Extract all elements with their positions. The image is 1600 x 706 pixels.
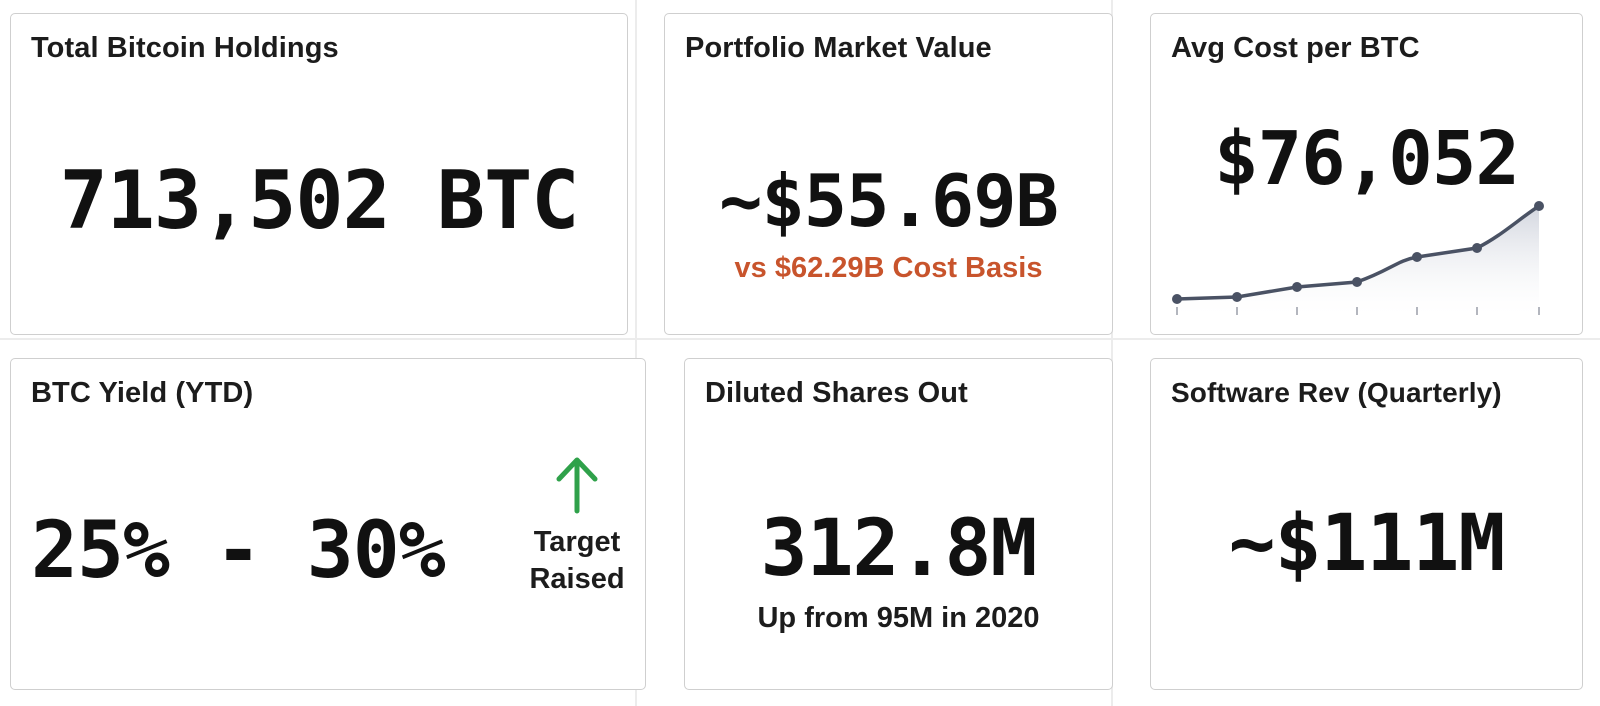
- card-diluted-shares-out: Diluted Shares Out 312.8M Up from 95M in…: [684, 358, 1113, 690]
- diluted-shares-comparison: Up from 95M in 2020: [757, 602, 1040, 634]
- card-portfolio-market-value: Portfolio Market Value ~$55.69B vs $62.2…: [664, 13, 1113, 335]
- target-raised-line-1: Target: [533, 526, 621, 558]
- card-title: Diluted Shares Out: [705, 377, 968, 409]
- card-title: Total Bitcoin Holdings: [31, 32, 339, 64]
- sparkline-point: [1472, 243, 1482, 253]
- sparkline-area: [1177, 206, 1539, 314]
- diluted-shares-value: 312.8M: [760, 504, 1038, 594]
- sparkline-point: [1352, 277, 1362, 287]
- card-title: BTC Yield (YTD): [31, 377, 254, 409]
- target-raised-line-2: Raised: [529, 563, 625, 595]
- sparkline-point: [1172, 294, 1182, 304]
- card-title: Avg Cost per BTC: [1171, 32, 1420, 64]
- sparkline-point: [1232, 292, 1242, 302]
- grid-line-vertical: [1111, 0, 1113, 706]
- target-raised-indicator: Target Raised: [527, 455, 627, 598]
- btc-yield-value: 25% - 30%: [31, 506, 446, 596]
- grid-line-vertical: [635, 0, 637, 706]
- card-btc-yield-ytd: BTC Yield (YTD) 25% - 30% Target Raised: [10, 358, 646, 690]
- software-rev-value: ~$111M: [1228, 499, 1506, 589]
- sparkline-point: [1534, 201, 1544, 211]
- card-title: Software Rev (Quarterly): [1171, 377, 1502, 408]
- market-value: ~$55.69B: [719, 159, 1059, 243]
- sparkline-chart: [1172, 201, 1544, 315]
- sparkline-point: [1292, 282, 1302, 292]
- avg-cost-value: $76,052: [1214, 116, 1520, 202]
- card-avg-cost-per-btc: Avg Cost per BTC $76,052: [1150, 13, 1583, 335]
- grid-line-horizontal: [0, 338, 1600, 340]
- target-raised-label: Target Raised: [527, 524, 627, 598]
- sparkline-ticks: [1176, 307, 1540, 315]
- card-software-rev-quarterly: Software Rev (Quarterly) ~$111M: [1150, 358, 1583, 690]
- card-title: Portfolio Market Value: [685, 32, 992, 64]
- arrow-up-icon: [556, 457, 598, 514]
- card-total-bitcoin-holdings: Total Bitcoin Holdings 713,502 BTC: [10, 13, 628, 335]
- sparkline-point: [1412, 252, 1422, 262]
- cost-basis-comparison: vs $62.29B Cost Basis: [734, 252, 1043, 284]
- sparkline-points: [1172, 201, 1544, 304]
- holdings-value: 713,502 BTC: [59, 154, 580, 247]
